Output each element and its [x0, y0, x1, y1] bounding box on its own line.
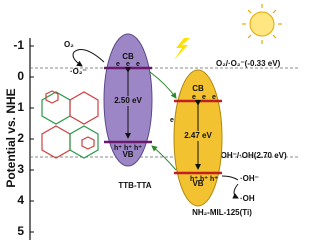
electron-transfer	[149, 71, 177, 99]
electron: e	[212, 94, 216, 101]
molecule	[41, 90, 99, 159]
hole: h⁺	[114, 145, 122, 152]
cb-label: CB	[122, 52, 134, 61]
cb-label: CB	[192, 84, 204, 93]
carriers: e e ee e eh⁺ h⁺ h⁺h⁺ h⁺ h⁺	[114, 61, 218, 183]
carrier-label: e	[170, 117, 174, 124]
species: ·O₂⁻	[70, 67, 87, 76]
species: O₂	[64, 40, 74, 49]
gap-label: 2.50 eV	[114, 96, 142, 105]
vb-label: VB	[192, 179, 203, 188]
tick-label: 0	[17, 69, 24, 83]
level-label: O₂/·O₂⁻(-0.33 eV)	[216, 59, 281, 68]
vb-label: VB	[122, 150, 133, 159]
electron: e	[126, 61, 130, 68]
species: ·OH	[240, 194, 255, 203]
hole: h⁺	[134, 145, 142, 152]
tick-label: 5	[17, 224, 24, 238]
material-name: TTB-TTA	[118, 181, 151, 190]
hole: h⁺	[124, 145, 132, 152]
label-bg	[113, 96, 143, 106]
hole: h⁺	[210, 176, 218, 183]
diagram: Potential vs. NHE -1 0 1 2 3 4 5 O₂/·O₂⁻(-0.33…	[4, 4, 298, 240]
material-name: NH₂-MIL-125(Ti)	[192, 208, 252, 217]
level-label: ·OH⁻/·OH(2.70 eV)	[218, 151, 287, 160]
electron: e	[116, 61, 120, 68]
hole-transfer	[151, 145, 177, 171]
tick-label: 3	[17, 162, 24, 176]
electron: e	[136, 61, 140, 68]
tick-label: 2	[17, 131, 24, 145]
electron: e	[202, 94, 206, 101]
sun	[174, 4, 282, 60]
tick-label: 1	[17, 100, 24, 114]
ticks: -1 0 1 2 3 4 5	[13, 38, 34, 238]
hole: h⁺	[200, 176, 208, 183]
species: ·OH⁻	[240, 174, 259, 183]
gap-label: 2.47 eV	[184, 131, 212, 140]
axis-title: Potential vs. NHE	[4, 88, 18, 187]
label-bg	[183, 131, 213, 141]
reaction-arrow	[221, 175, 238, 198]
tick-label: 4	[17, 193, 24, 207]
hole: h⁺	[190, 176, 198, 183]
reaction-arrow	[72, 49, 105, 67]
tick-label: -1	[13, 38, 24, 52]
electron: e	[192, 94, 196, 101]
